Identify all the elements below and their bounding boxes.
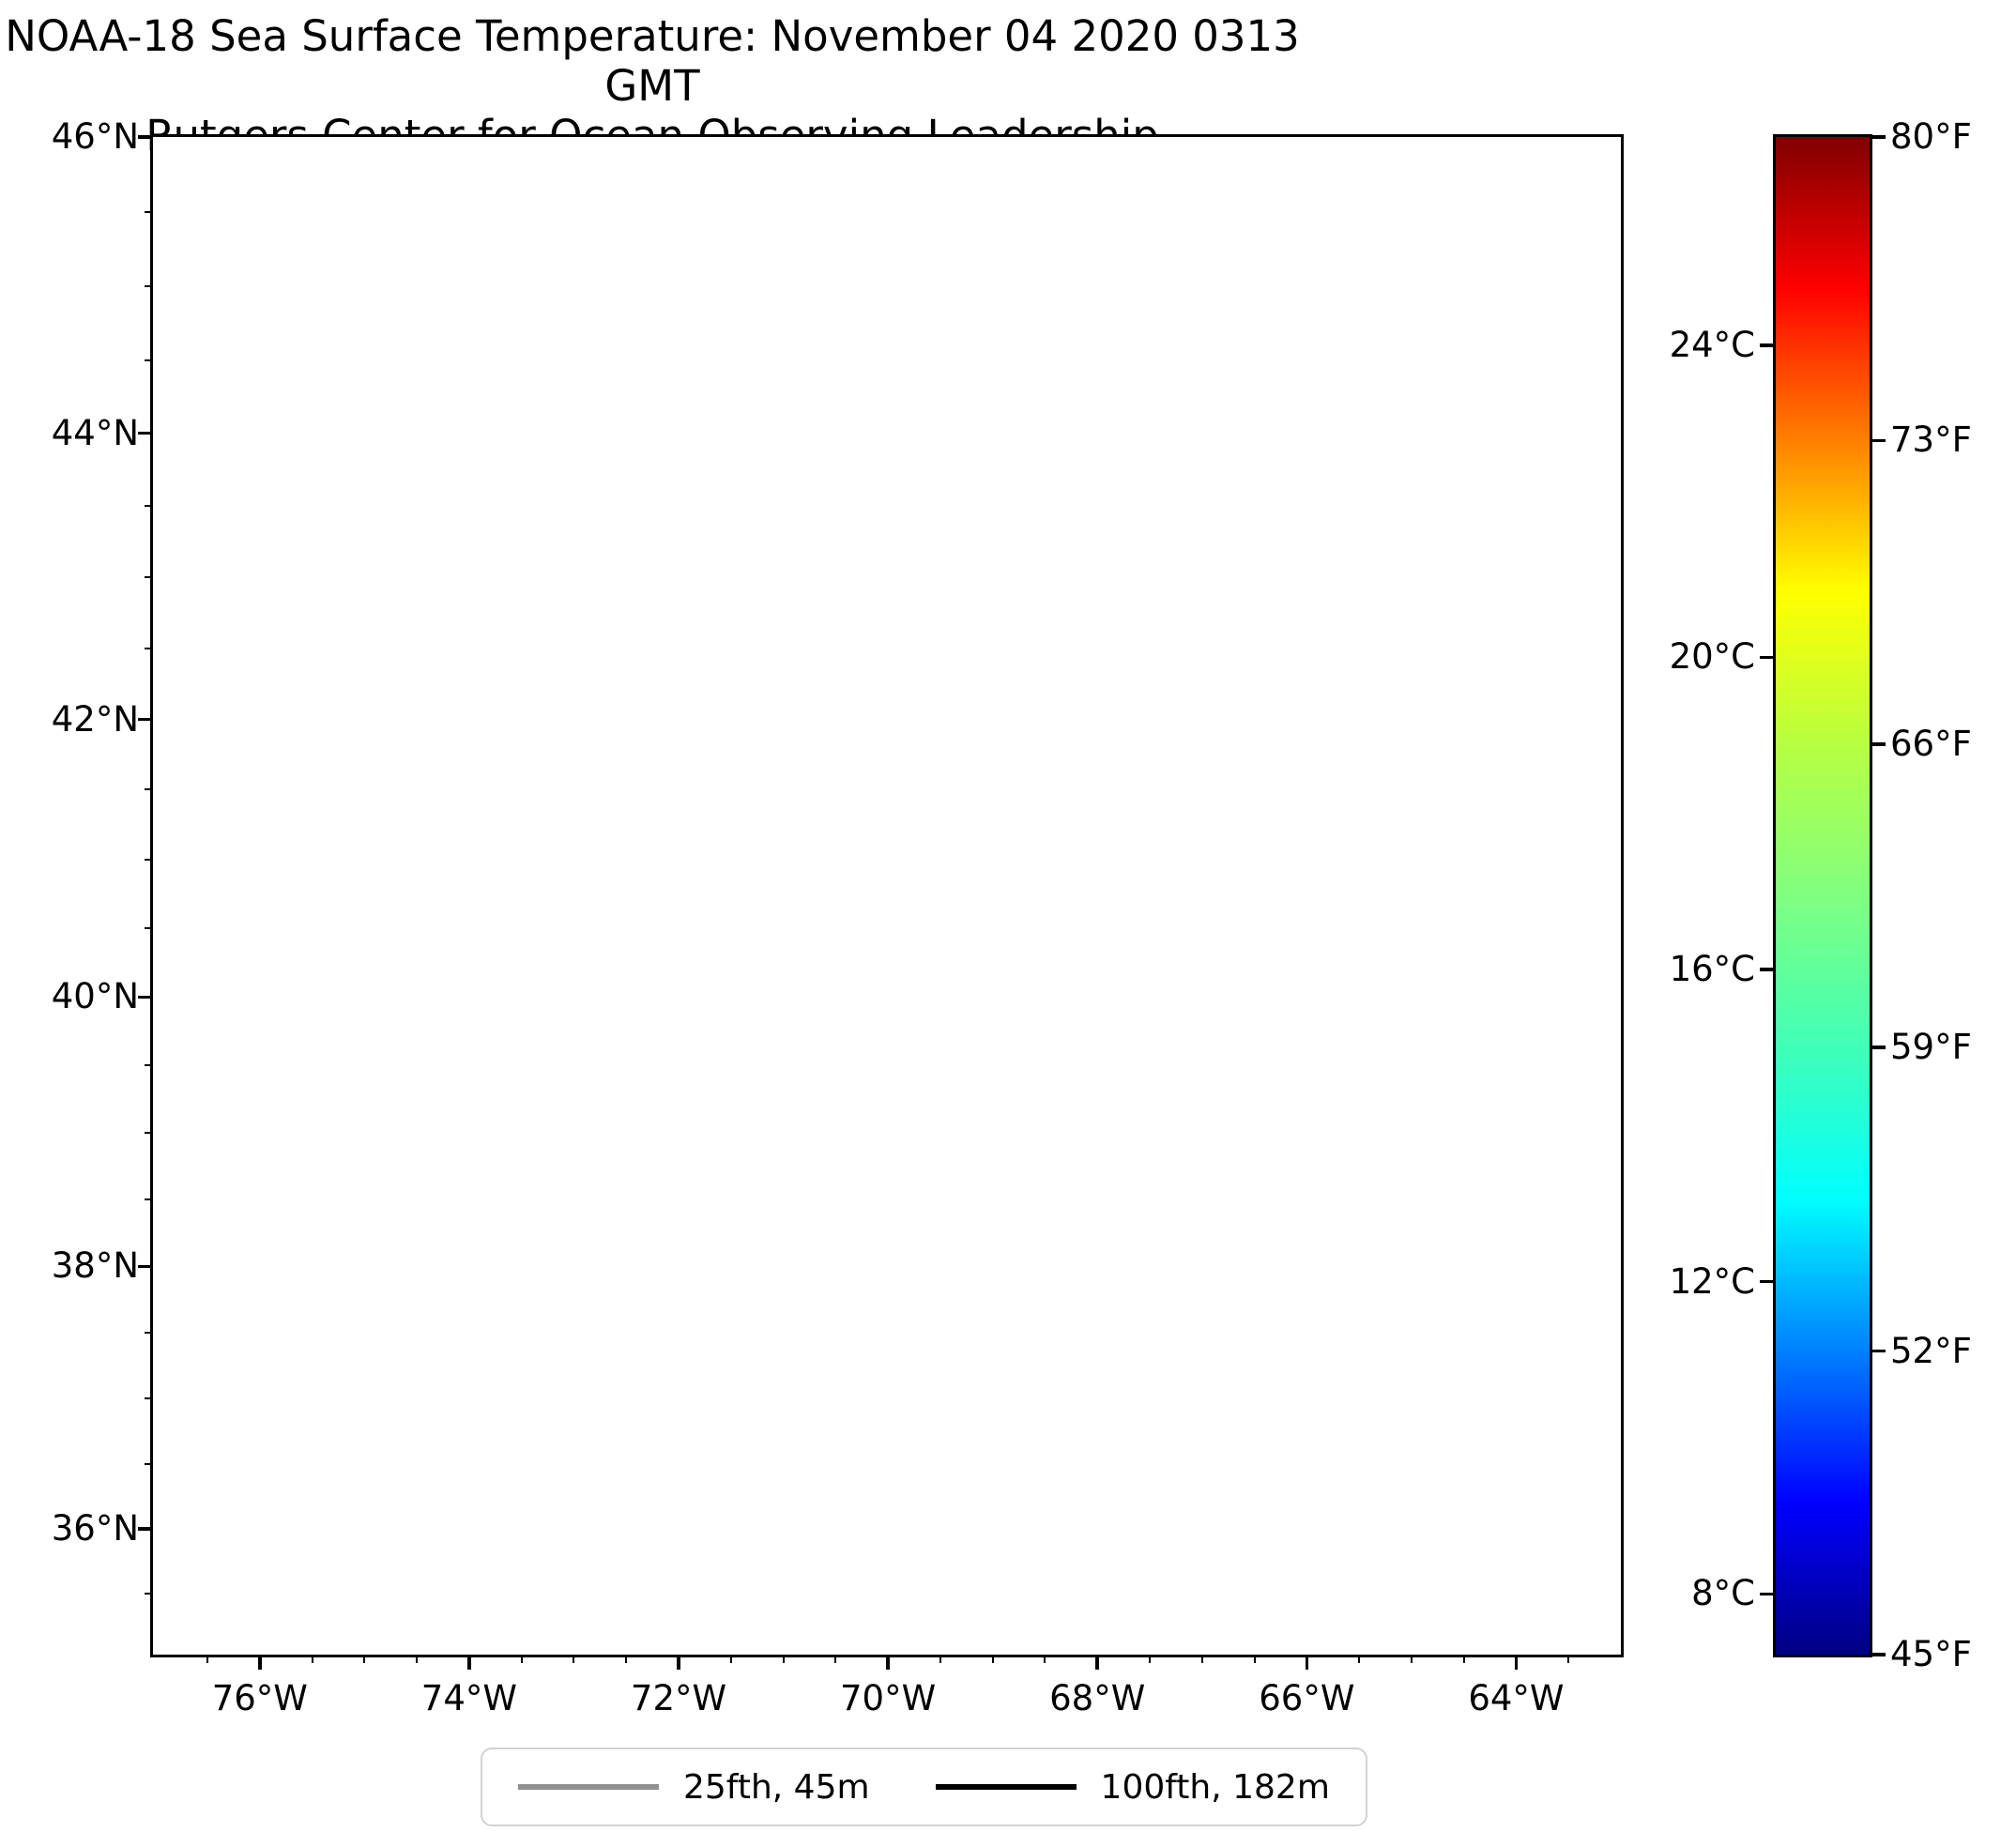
y-tick-label: 36°N — [51, 1507, 139, 1549]
y-minor-tick — [145, 1462, 153, 1465]
colorbar-tick-label-c: 16°C — [1669, 949, 1755, 990]
colorbar-tick-label-f: 73°F — [1890, 420, 1972, 461]
y-minor-tick — [145, 1063, 153, 1066]
colorbar-tick-f — [1870, 1046, 1886, 1049]
x-minor-tick — [625, 1655, 628, 1663]
legend-label-182m: 100fth, 182m — [1100, 1767, 1330, 1807]
y-tick-mark — [138, 717, 153, 722]
legend-item-182m: 100fth, 182m — [935, 1767, 1330, 1807]
y-minor-tick — [145, 648, 153, 650]
y-minor-tick — [145, 210, 153, 213]
colorbar-tick-label-c: 24°C — [1669, 324, 1755, 365]
colorbar — [1773, 134, 1872, 1657]
x-minor-tick — [1567, 1655, 1570, 1663]
x-minor-tick — [416, 1655, 419, 1663]
y-minor-tick — [145, 576, 153, 579]
y-tick-mark — [138, 1527, 153, 1531]
colorbar-tick-f — [1870, 1653, 1886, 1656]
y-tick-label: 44°N — [51, 412, 139, 453]
plot-title-line1: NOAA-18 Sea Surface Temperature: Novembe… — [5, 11, 1300, 112]
legend-item-45m: 25fth, 45m — [518, 1768, 870, 1807]
y-minor-tick — [145, 788, 153, 791]
x-minor-tick — [1253, 1655, 1256, 1663]
y-minor-tick — [145, 1131, 153, 1134]
legend-line-182m — [935, 1784, 1077, 1790]
x-tick-label: 70°W — [840, 1678, 937, 1718]
colorbar-tick-c — [1760, 655, 1776, 660]
x-tick-label: 68°W — [1049, 1678, 1146, 1718]
x-minor-tick — [1044, 1655, 1046, 1663]
y-tick-mark — [138, 1264, 153, 1269]
y-minor-tick — [145, 504, 153, 507]
map-frame — [150, 134, 1624, 1657]
y-minor-tick — [145, 1397, 153, 1400]
x-tick-label: 72°W — [630, 1678, 727, 1718]
x-minor-tick — [363, 1655, 366, 1663]
y-minor-tick — [145, 359, 153, 361]
colorbar-tick-f — [1870, 438, 1886, 443]
colorbar-tick-f — [1870, 1349, 1886, 1353]
y-tick-label: 42°N — [51, 698, 139, 740]
y-tick-mark — [138, 135, 153, 139]
x-minor-tick — [206, 1655, 208, 1663]
legend-label-45m: 25fth, 45m — [683, 1767, 870, 1807]
y-tick-label: 38°N — [51, 1245, 139, 1287]
x-tick-label: 64°W — [1468, 1678, 1565, 1718]
y-tick-mark — [138, 431, 153, 435]
x-tick-label: 76°W — [211, 1678, 308, 1718]
x-minor-tick — [1200, 1655, 1203, 1663]
y-minor-tick — [145, 1592, 153, 1595]
colorbar-tick-label-f: 59°F — [1890, 1027, 1972, 1068]
x-minor-tick — [1410, 1655, 1413, 1663]
x-tick-mark — [467, 1655, 471, 1670]
y-minor-tick — [145, 285, 153, 288]
colorbar-tick-label-c: 12°C — [1669, 1260, 1755, 1302]
colorbar-tick-f — [1870, 135, 1886, 139]
x-tick-mark — [1514, 1655, 1519, 1670]
colorbar-tick-label-f: 45°F — [1890, 1634, 1972, 1674]
x-tick-mark — [258, 1655, 262, 1670]
colorbar-tick-f — [1870, 742, 1886, 746]
x-minor-tick — [729, 1655, 732, 1663]
colorbar-tick-label-c: 8°C — [1691, 1573, 1755, 1614]
x-minor-tick — [1149, 1655, 1151, 1663]
x-tick-mark — [677, 1655, 680, 1670]
x-tick-mark — [886, 1655, 890, 1670]
x-minor-tick — [782, 1655, 785, 1663]
x-tick-label: 66°W — [1259, 1678, 1355, 1718]
colorbar-tick-label-c: 20°C — [1669, 636, 1755, 678]
legend-line-45m — [518, 1784, 659, 1790]
x-minor-tick — [939, 1655, 941, 1663]
x-tick-mark — [1095, 1655, 1099, 1670]
x-minor-tick — [311, 1655, 313, 1663]
x-minor-tick — [1462, 1655, 1465, 1663]
y-minor-tick — [145, 1332, 153, 1334]
x-minor-tick — [573, 1655, 575, 1663]
x-minor-tick — [834, 1655, 837, 1663]
x-tick-mark — [1305, 1655, 1309, 1670]
x-tick-label: 74°W — [420, 1678, 517, 1718]
x-minor-tick — [520, 1655, 523, 1663]
y-tick-label: 40°N — [51, 976, 139, 1017]
colorbar-tick-c — [1760, 1592, 1776, 1596]
y-minor-tick — [145, 1198, 153, 1201]
legend: 25fth, 45m 100fth, 182m — [481, 1748, 1367, 1826]
colorbar-tick-label-f: 66°F — [1890, 723, 1972, 764]
colorbar-tick-c — [1760, 343, 1776, 347]
colorbar-tick-c — [1760, 1279, 1776, 1284]
y-tick-label: 46°N — [51, 116, 139, 157]
x-minor-tick — [991, 1655, 994, 1663]
y-minor-tick — [145, 927, 153, 930]
colorbar-tick-label-f: 52°F — [1890, 1330, 1972, 1371]
y-minor-tick — [145, 858, 153, 861]
colorbar-tick-label-f: 80°F — [1890, 116, 1972, 157]
x-minor-tick — [1358, 1655, 1361, 1663]
y-tick-mark — [138, 995, 153, 1000]
colorbar-tick-c — [1760, 968, 1776, 971]
